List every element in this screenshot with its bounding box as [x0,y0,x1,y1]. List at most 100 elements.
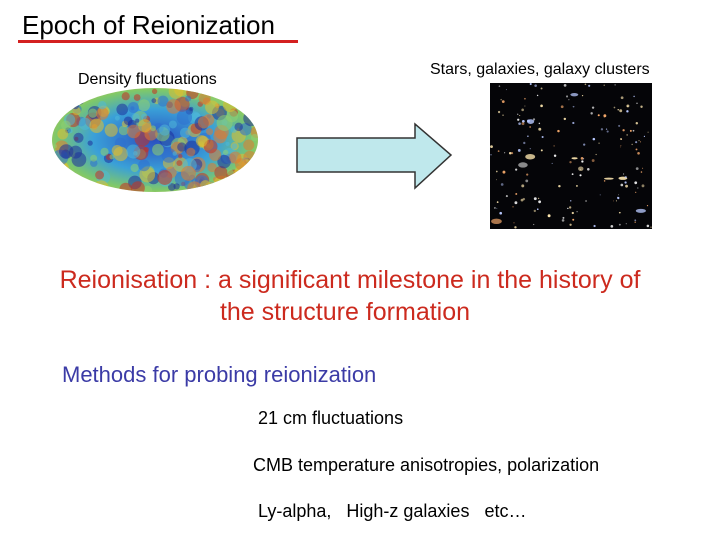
galaxy [499,211,503,215]
cmb-spot [251,105,258,117]
galaxy [500,183,504,186]
cmb-spot [243,110,258,127]
cmb-spot [238,170,254,187]
galaxy [568,99,570,101]
cmb-spot [214,165,228,180]
cmb-spot [199,180,211,192]
galaxy [527,135,529,137]
galaxy [641,184,645,188]
galaxy [635,208,646,213]
cmb-spot [225,141,230,146]
cmb-spot [72,102,79,110]
cmb-spot [109,154,115,160]
galaxy [625,223,627,225]
galaxy [557,129,560,133]
cmb-spot [234,122,243,132]
cmb-spot [233,169,242,178]
cmb-spot [52,180,56,188]
cmb-spot [66,96,72,101]
galaxy [634,219,637,222]
cmb-spot [118,125,129,136]
cmb-spot [74,94,80,100]
galaxy [525,153,536,160]
galaxy [591,159,595,163]
galaxy [547,214,551,218]
galaxy [623,173,625,175]
cmb-spot [235,89,244,98]
galaxy [533,223,535,226]
galaxy [590,112,593,115]
cmb-spot [123,116,133,126]
galaxy [496,201,499,203]
galaxy [497,150,500,153]
headline-line: the structure formation [219,298,471,326]
galaxy [635,167,639,170]
cmb-spot [73,132,84,143]
cmb-spot [93,180,109,192]
galaxy [626,105,629,108]
galaxy [515,168,518,171]
cmb-spot [98,101,107,110]
cmb-spot [222,149,229,156]
galaxy [613,200,614,202]
cmb-spot [57,108,64,116]
cmb-spot [246,98,258,110]
cmb-spot [130,106,135,111]
galaxy [537,197,540,200]
galaxy [647,131,649,133]
galaxy [576,211,578,213]
cmb-spot [130,163,139,173]
cmb-spot [138,159,150,172]
cmb-spot [235,88,251,97]
galaxy [618,194,619,196]
galaxy [529,126,532,128]
galaxy [625,184,628,188]
galaxy [514,226,517,229]
cmb-spot [202,88,211,95]
galaxy [490,145,493,149]
galaxy [514,201,518,205]
galaxy [521,108,524,112]
methods-heading: Methods for probing reionization [62,362,377,387]
cmb-spot [177,142,187,152]
galaxy [541,135,544,139]
cmb-spot [235,88,251,98]
cmb-spot [114,115,120,121]
title: Epoch of Reionization [22,10,275,40]
cmb-spot [126,144,141,159]
cmb-spot [72,177,85,190]
galaxy [646,224,650,228]
cmb-spot [113,146,128,162]
cmb-spot [216,115,233,131]
galaxy [563,83,567,87]
cmb-spot [185,95,192,102]
galaxy [598,142,600,144]
galaxy [553,154,557,157]
cmb-spot [250,103,258,116]
galaxy [571,211,574,215]
galaxy [568,206,572,209]
cmb-spot [52,99,66,113]
galaxy [504,152,506,154]
cmb-spot [67,128,73,134]
cmb-spot [250,133,258,142]
galaxy [640,171,643,173]
cmb-spot [90,88,97,95]
cmb-spot [52,108,57,113]
galaxy [571,157,578,160]
galaxy [517,118,520,121]
galaxy [521,119,525,123]
galaxy [620,183,624,187]
left-label: Density fluctuations [78,71,217,88]
cmb-spot [142,185,153,192]
cmb-spot [119,182,133,192]
galaxy [606,130,609,133]
cmb-spot [52,159,57,169]
galaxy [517,113,519,115]
galaxy [610,225,614,228]
cmb-spot [235,178,245,187]
cmb-spot [141,113,147,120]
galaxy [622,129,625,132]
cmb-spot [224,88,238,100]
galaxy [540,87,543,90]
